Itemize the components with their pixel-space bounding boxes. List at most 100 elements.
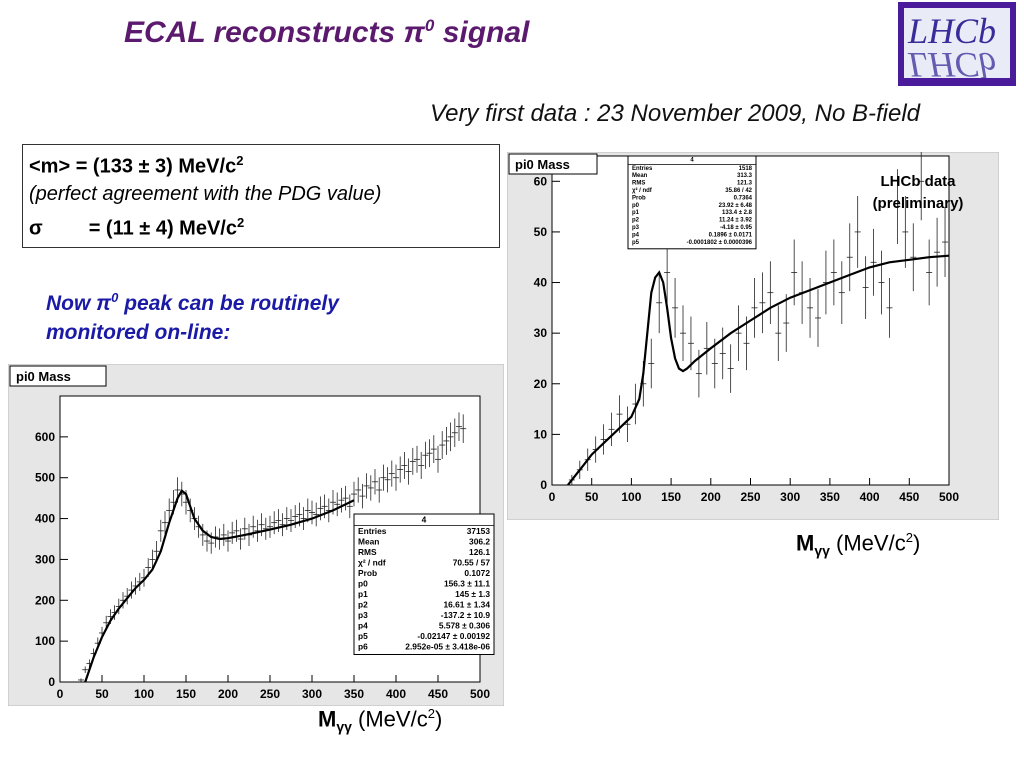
chart2-xtick-label: 100 [134,687,154,701]
chart2-stats-header: 4 [422,515,427,525]
chart1-stats-key: p1 [632,210,640,216]
chart2-xtick-label: 200 [218,687,238,701]
page-title: ECAL reconstructs π0 signal [124,16,529,50]
chart1-xtick-label: 100 [621,490,641,504]
chart1-xtick-label: 150 [661,490,681,504]
chart2-stats-key: Prob [358,568,377,578]
chart-monitoring: pi0 Mass 0 50 100 150 200 250 300 350 400 450 500 0 1… [8,364,504,706]
result-line-sigma: σ = (11 ± 4) MeV/c2 [29,215,244,241]
note-post: peak can be routinely [118,292,339,315]
chart2-stats-value: 145 ± 1.3 [455,589,490,599]
chart1-stats-value: -0.0001802 ± 0.0000396 [687,240,753,246]
chart2-stats-value: -137.2 ± 10.9 [441,610,491,620]
chart2-stats-value: 0.1072 [464,568,490,578]
chart1-ytick-label: 60 [534,174,548,188]
chart1-stats-key: p4 [632,232,640,238]
chart2-stats-value: 37153 [467,526,491,536]
title-pi: π [403,16,425,49]
chart2-xlabel-sub: γγ [336,718,352,735]
chart1-xlabel-sub: γγ [814,542,830,559]
chart1-stats-header: 4 [690,157,694,163]
chart2-stats-value: 16.61 ± 1.34 [443,600,490,610]
chart1-title: pi0 Mass [515,157,570,172]
chart2-stats-key: p6 [358,642,368,652]
chart1-fit-curve [567,254,950,486]
chart2-stats-key: p4 [358,621,368,631]
result-line3-text: = (11 ± 4) MeV/c [88,217,237,240]
chart2-ytick-label: 0 [48,675,55,689]
chart1-stats-value: 35.86 / 42 [725,188,752,194]
chart1-xlabel-unit: (MeV/c [829,530,906,556]
chart1-xlabel: Mγγ (MeV/c2) [796,530,920,559]
chart1-xtick-label: 300 [780,490,800,504]
title-tail: signal [434,16,530,49]
chart1-stats-value: 23.92 ± 6.48 [719,203,753,209]
result-line-mass: <m> = (133 ± 3) MeV/c2 [29,153,243,179]
chart1-ytick-label: 30 [534,326,548,340]
chart2-stats-key: p0 [358,579,368,589]
chart1-ytick-label: 0 [540,478,547,492]
result-line3-sup: 2 [236,215,245,230]
chart2-xlabel-unit: (MeV/c [351,706,428,732]
chart1-stats-key: Mean [632,173,648,179]
chart1-stats-key: p5 [632,240,640,246]
chart1-ytick-label: 50 [534,225,548,239]
chart2-stats-value: 126.1 [469,547,490,557]
chart1-stats-value: 133.4 ± 2.8 [722,210,753,216]
chart1-stats-key: p3 [632,225,640,231]
chart2-xlabel-main: M [318,706,337,732]
note-line-2: monitored on-line: [46,321,231,344]
chart1-xlabel-close: ) [912,530,921,556]
chart2-xlabel: Mγγ (MeV/c2) [318,706,442,735]
chart1-xtick-label: 0 [549,490,556,504]
lhcb-logo: LHCb LHCb [898,2,1016,86]
chart1-stats-key: χ² / ndf [632,187,653,194]
chart2-stats-value: 156.3 ± 11.1 [444,579,490,589]
chart2-stats-key: χ² / ndf [358,558,386,568]
chart1-title-box [508,153,598,175]
chart2-fit-curve [84,489,355,683]
note-pi: π [96,292,112,315]
chart2-ytick-label: 400 [35,512,55,526]
chart2-ytick-label: 500 [35,471,55,485]
logo-text-bottom: LHCb [908,45,997,85]
chart2-stats-box [353,513,495,655]
note-sup: 0 [111,290,119,305]
chart1-stats-value: 121.3 [737,181,753,187]
chart1-annotation: (preliminary) [873,195,964,212]
logo-box [904,8,1010,78]
chart2-stats-value: 306.2 [469,537,490,547]
chart1-xtick-label: 50 [585,490,599,504]
chart2-stats-key: RMS [358,547,377,557]
chart2-xtick-label: 150 [176,687,196,701]
chart2-stats-value: 5.578 ± 0.306 [439,621,491,631]
title-sup: 0 [424,16,435,35]
note-line-1: Now π0 peak can be routinely [46,283,339,318]
monitor-note: Now π0 peak can be routinely monitored o… [46,283,339,347]
chart2-xtick-label: 400 [386,687,406,701]
chart1-xtick-label: 350 [820,490,840,504]
chart1-stats-value: -4.18 ± 0.95 [720,225,753,231]
chart2-ytick-label: 300 [35,552,55,566]
chart2-title-box [9,365,107,387]
chart1-ytick-label: 40 [534,276,548,290]
chart2-xlabel-close: ) [434,706,443,732]
chart1-xtick-label: 450 [899,490,919,504]
chart2-xtick-label: 350 [344,687,364,701]
chart1-stats-box [627,155,757,250]
chart1-xlabel-main: M [796,530,815,556]
chart1-xtick-label: 250 [740,490,760,504]
chart2-ytick-label: 600 [35,430,55,444]
chart1-xtick-label: 400 [860,490,880,504]
chart1-stats-value: 0.1896 ± 0.0171 [709,232,753,238]
chart1-stats-key: Prob [632,195,646,201]
result-sigma-symbol: σ [29,217,43,240]
chart1-annotation: LHCb data [881,173,957,190]
chart1-xtick-label: 200 [701,490,721,504]
chart2-stats-key: Mean [358,537,379,547]
chart1-stats-value: 313.3 [737,173,753,179]
result-line-pdg: (perfect agreement with the PDG value) [29,183,382,205]
result-line1-text: <m> = (133 ± 3) MeV/c [29,155,237,178]
chart1-ytick-label: 20 [534,377,548,391]
